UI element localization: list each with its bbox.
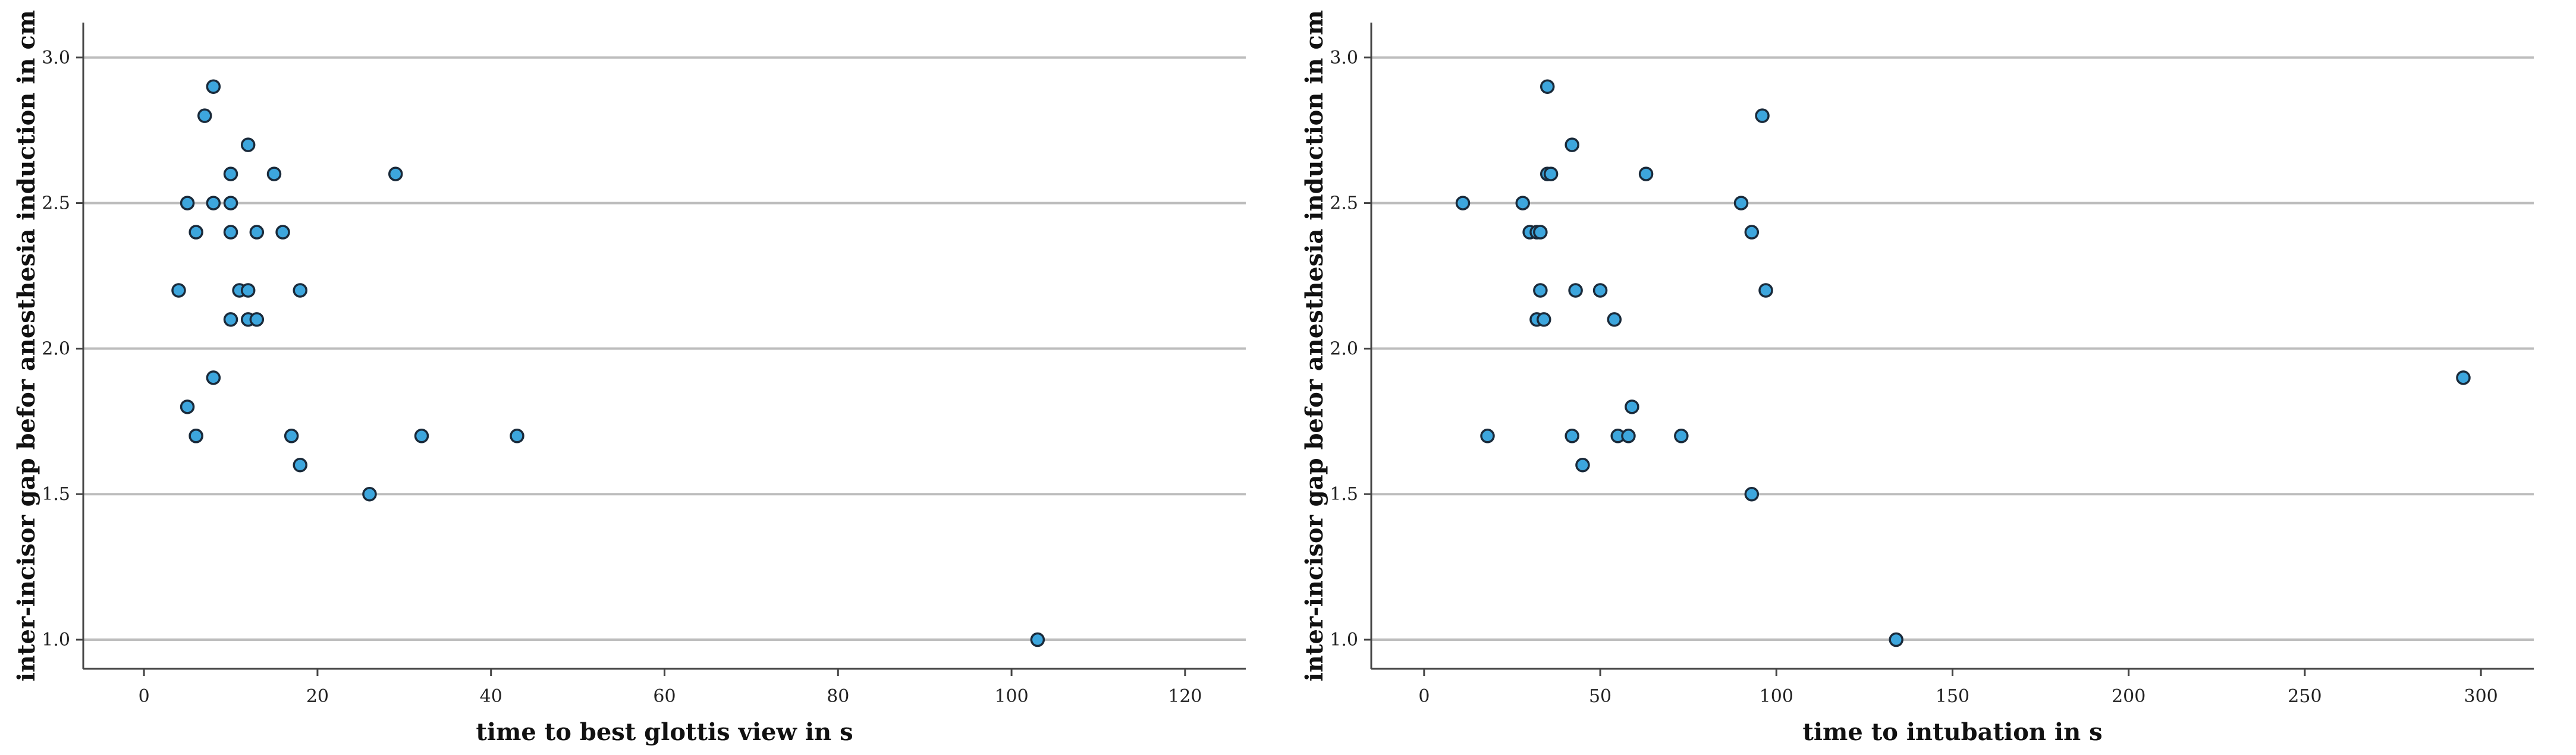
y-tick-labels: 1.0 1.5 2.0 2.5 3.0 (1330, 48, 1358, 650)
data-point (1674, 429, 1689, 443)
data-point (1515, 196, 1530, 210)
data-point (1030, 632, 1045, 647)
x-tick-label: 150 (1936, 686, 1969, 707)
data-point (266, 166, 282, 181)
x-tick-labels: 0 50 100 150 200 250 300 (1418, 686, 2498, 707)
data-points (1455, 79, 2471, 647)
data-point (1543, 166, 1559, 181)
data-point (223, 312, 238, 327)
data-point (1537, 312, 1551, 327)
data-point (362, 486, 377, 502)
data-point (1733, 196, 1749, 210)
x-tick-label: 100 (1760, 686, 1793, 707)
y-axis-title: inter-incisor gap befor anesthesia induc… (12, 10, 40, 681)
data-point (249, 225, 265, 240)
y-tick-label: 3.0 (1330, 48, 1358, 68)
x-tick-label: 250 (2288, 686, 2321, 707)
data-point (1889, 632, 1903, 647)
y-tick-label: 2.5 (42, 193, 70, 214)
data-point (206, 370, 221, 385)
data-point (2456, 370, 2471, 385)
x-tick-label: 100 (994, 686, 1028, 707)
data-point (1533, 283, 1548, 298)
x-axis-title: time to best glottis view in s (476, 718, 853, 746)
y-tick-label: 1.5 (42, 484, 70, 505)
data-point (388, 166, 403, 181)
data-point (171, 283, 186, 298)
y-tick-label: 2.5 (1330, 193, 1358, 214)
y-tick-labels: 1.0 1.5 2.0 2.5 3.0 (42, 48, 70, 650)
data-point (240, 283, 256, 298)
data-point (1568, 283, 1583, 298)
x-tick-label: 50 (1589, 686, 1611, 707)
x-tick-label: 60 (653, 686, 676, 707)
data-point (414, 429, 429, 443)
data-point (1744, 225, 1760, 240)
data-point (180, 399, 195, 414)
x-tick-label: 120 (1168, 686, 1202, 707)
data-point (180, 196, 195, 210)
data-point (293, 283, 307, 298)
data-point (1621, 429, 1636, 443)
scatter-chart-time-to-intubation: 0 50 100 150 200 250 300 1.0 1.5 2.0 2.5 3.0 time … (1300, 10, 2534, 746)
data-point (284, 429, 299, 443)
data-point (189, 429, 203, 443)
data-point (1744, 486, 1760, 502)
data-point (1480, 429, 1495, 443)
data-point (1565, 429, 1579, 443)
data-point (206, 79, 221, 94)
data-point (1592, 283, 1608, 298)
data-point (1533, 225, 1548, 240)
x-tick-label: 200 (2112, 686, 2145, 707)
data-point (1607, 312, 1622, 327)
data-point (293, 458, 307, 473)
data-point (223, 166, 238, 181)
y-tick-label: 2.0 (42, 338, 70, 359)
y-tick-label: 1.0 (42, 630, 70, 650)
data-point (249, 312, 265, 327)
data-point (197, 108, 212, 123)
x-tick-labels: 0 20 40 60 80 100 120 (139, 686, 1202, 707)
x-axis-title: time to intubation in s (1802, 718, 2102, 746)
data-point (1565, 137, 1579, 152)
data-point (1758, 283, 1773, 298)
data-point (275, 225, 290, 240)
y-tick-label: 2.0 (1330, 338, 1358, 359)
data-points (171, 79, 1045, 647)
data-point (1755, 108, 1770, 123)
x-tick-label: 40 (480, 686, 502, 707)
x-tick-label: 300 (2464, 686, 2498, 707)
x-tick-label: 0 (1418, 686, 1430, 707)
axes (76, 23, 1246, 676)
scatter-chart-time-to-best-glottis-view: 0 20 40 60 80 100 120 1.0 1.5 2.0 2.5 3.0 time to … (12, 10, 1246, 746)
data-point (223, 225, 238, 240)
y-tick-label: 1.0 (1330, 630, 1358, 650)
x-tick-label: 0 (139, 686, 150, 707)
data-point (189, 225, 203, 240)
data-point (1455, 196, 1471, 210)
x-tick-label: 20 (306, 686, 329, 707)
data-point (1625, 399, 1639, 414)
data-point (1575, 458, 1590, 473)
data-point (206, 196, 221, 210)
axes (1364, 23, 2534, 676)
y-axis-title: inter-incisor gap befor anesthesia induc… (1300, 10, 1328, 681)
y-tick-label: 1.5 (1330, 484, 1358, 505)
data-point (223, 196, 238, 210)
y-grid-lines (1371, 56, 2534, 641)
data-point (510, 429, 524, 443)
data-point (1638, 166, 1654, 181)
y-grid-lines (83, 56, 1246, 641)
x-tick-label: 80 (827, 686, 849, 707)
data-point (240, 137, 256, 152)
y-tick-label: 3.0 (42, 48, 70, 68)
data-point (1540, 79, 1555, 94)
